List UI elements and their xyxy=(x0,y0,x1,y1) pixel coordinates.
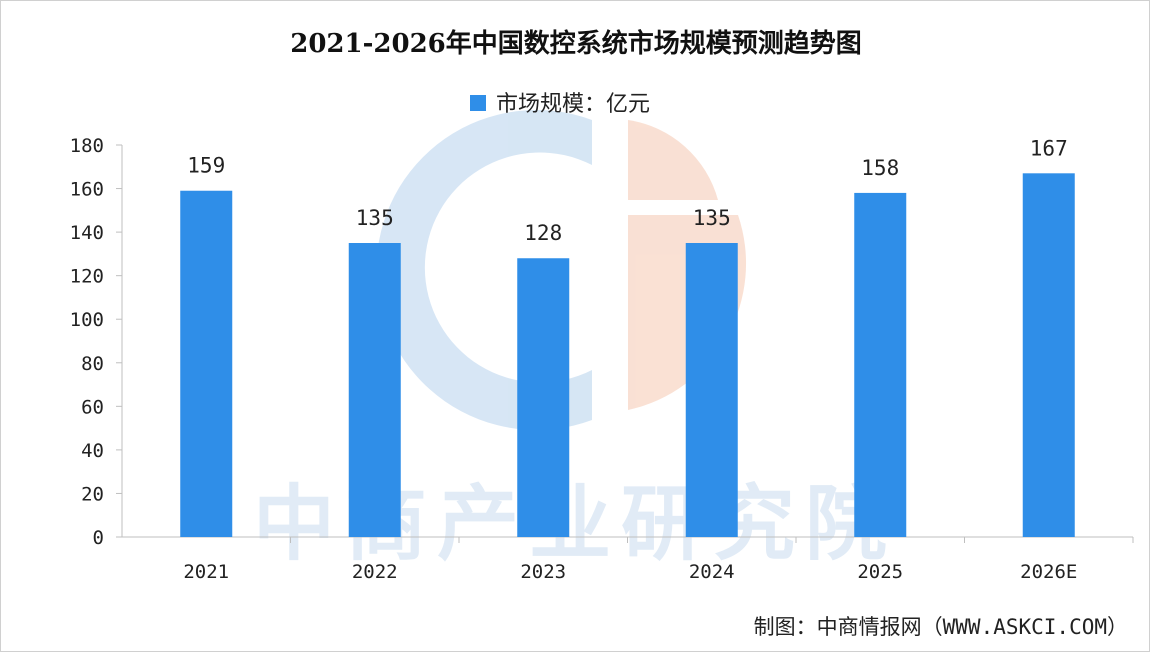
y-tick-label: 140 xyxy=(70,222,104,244)
y-tick-label: 180 xyxy=(70,135,104,157)
bar-2026E xyxy=(1022,173,1075,538)
y-tick-label: 160 xyxy=(70,179,104,201)
y-tick-label: 80 xyxy=(81,353,104,375)
data-label-2025: 158 xyxy=(861,156,899,180)
x-tick-label-2022: 2022 xyxy=(352,561,398,583)
x-tick-label-2026E: 2026E xyxy=(1020,561,1077,583)
bar-2022 xyxy=(348,243,401,537)
data-label-2021: 159 xyxy=(187,154,225,178)
x-tick-label-2025: 2025 xyxy=(857,561,903,583)
bar-2024 xyxy=(685,243,738,537)
source-note: 制图：中商情报网（WWW.ASKCI.COM） xyxy=(754,615,1128,639)
y-tick-label: 100 xyxy=(70,309,104,331)
x-tick-label-2021: 2021 xyxy=(183,561,229,583)
x-tick-group: 2021 2022 2023 2024 2025 2026E xyxy=(183,537,1134,583)
bar-2021 xyxy=(180,190,233,537)
y-tick-label: 120 xyxy=(70,266,104,288)
data-label-2026E: 167 xyxy=(1030,136,1068,160)
x-tick-label-2024: 2024 xyxy=(689,561,735,583)
bar-group: 159 135 128 135 158 167 xyxy=(180,136,1075,538)
legend-swatch xyxy=(470,95,486,111)
bar-2023 xyxy=(517,258,570,537)
y-tick-label: 20 xyxy=(81,483,104,505)
bar-2025 xyxy=(854,192,907,537)
data-label-2024: 135 xyxy=(693,206,731,230)
y-tick-label: 60 xyxy=(81,396,104,418)
legend-label: 市场规模：亿元 xyxy=(496,92,650,117)
x-tick-label-2023: 2023 xyxy=(520,561,566,583)
data-label-2022: 135 xyxy=(356,206,394,230)
chart-title: 2021-2026年中国数控系统市场规模预测趋势图 xyxy=(290,28,862,59)
y-tick-label: 0 xyxy=(93,527,104,549)
data-label-2023: 128 xyxy=(524,221,562,245)
y-tick-group: 0 20 40 60 80 100 120 140 160 180 xyxy=(70,135,122,549)
legend: 市场规模：亿元 xyxy=(470,92,650,117)
y-tick-label: 40 xyxy=(81,440,104,462)
